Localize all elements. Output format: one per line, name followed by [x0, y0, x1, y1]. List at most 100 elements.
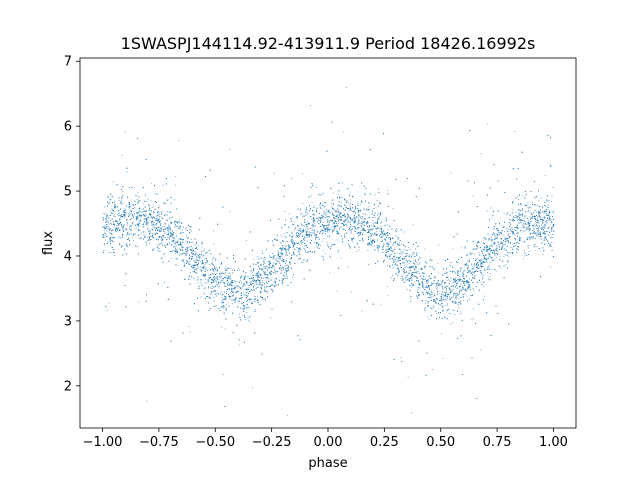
data-point	[271, 256, 273, 258]
data-point	[153, 223, 154, 225]
data-point	[281, 257, 283, 259]
data-point	[375, 227, 377, 229]
data-point	[538, 222, 540, 224]
data-point	[409, 267, 410, 269]
data-point	[551, 226, 553, 228]
data-point	[350, 205, 351, 207]
data-point	[376, 260, 378, 262]
data-point	[216, 293, 218, 294]
data-point	[108, 232, 110, 234]
data-point	[243, 306, 245, 307]
data-point	[471, 319, 473, 321]
data-point	[484, 249, 486, 251]
data-point	[211, 282, 213, 284]
data-point	[283, 258, 285, 260]
data-point	[490, 273, 492, 275]
data-point	[330, 226, 332, 228]
data-point	[529, 228, 531, 230]
data-point	[336, 211, 338, 213]
data-point	[326, 242, 328, 244]
data-point	[256, 273, 258, 275]
data-point	[380, 226, 382, 228]
data-point	[410, 301, 412, 303]
data-point	[433, 268, 435, 269]
data-point	[538, 216, 540, 218]
data-point	[534, 249, 536, 251]
data-point	[386, 286, 388, 287]
data-point	[524, 250, 526, 252]
data-point	[392, 274, 393, 276]
data-point	[216, 285, 218, 287]
data-point	[518, 210, 520, 212]
data-point	[453, 285, 455, 287]
data-point	[193, 251, 195, 253]
data-point	[231, 284, 233, 286]
data-point	[367, 209, 369, 211]
data-point	[204, 287, 205, 289]
data-point	[415, 276, 417, 278]
data-point	[268, 275, 270, 277]
data-point	[364, 218, 366, 219]
data-point	[261, 280, 263, 282]
data-point	[373, 234, 374, 236]
data-point	[376, 239, 378, 241]
data-point	[489, 251, 491, 253]
data-point	[497, 252, 499, 254]
data-point	[179, 248, 181, 250]
data-point	[527, 228, 529, 230]
data-point	[400, 357, 402, 359]
data-point	[347, 266, 349, 268]
data-point	[215, 282, 217, 284]
data-point	[259, 279, 261, 281]
data-point	[544, 227, 546, 229]
data-point	[223, 299, 225, 301]
data-point	[360, 230, 361, 232]
data-point	[327, 235, 329, 237]
data-point	[156, 221, 158, 223]
data-point	[200, 296, 202, 298]
data-point	[528, 207, 530, 209]
data-point	[536, 246, 538, 247]
data-point	[290, 262, 292, 264]
data-point	[305, 231, 307, 233]
data-point	[220, 326, 222, 328]
data-point	[517, 220, 519, 221]
data-point	[417, 277, 419, 279]
data-point	[464, 246, 466, 248]
data-point	[502, 226, 504, 228]
data-point	[288, 213, 290, 215]
data-point	[551, 242, 553, 244]
data-point	[213, 243, 215, 245]
data-point	[326, 219, 328, 221]
data-point	[177, 249, 179, 251]
data-point	[537, 227, 539, 229]
data-point	[111, 212, 113, 214]
data-point	[433, 277, 435, 279]
data-point	[332, 223, 334, 225]
data-point	[115, 229, 116, 231]
data-point	[490, 207, 492, 209]
data-point	[466, 255, 468, 257]
data-point	[277, 257, 279, 259]
data-point	[508, 229, 510, 231]
data-point	[536, 236, 538, 238]
data-point	[219, 273, 221, 275]
data-point	[270, 285, 272, 287]
data-point	[216, 284, 218, 285]
data-point	[476, 266, 477, 268]
data-point	[504, 254, 506, 256]
data-point	[137, 215, 139, 217]
data-point	[248, 289, 250, 290]
data-point	[349, 203, 351, 205]
data-point	[538, 200, 540, 202]
data-point	[374, 222, 376, 224]
data-point	[375, 217, 376, 219]
data-point	[212, 296, 214, 298]
data-point	[378, 228, 380, 229]
data-point	[514, 239, 516, 241]
data-point	[404, 272, 406, 274]
data-point	[293, 221, 295, 223]
data-point	[132, 204, 134, 206]
data-point	[205, 267, 207, 269]
data-point	[192, 270, 194, 272]
